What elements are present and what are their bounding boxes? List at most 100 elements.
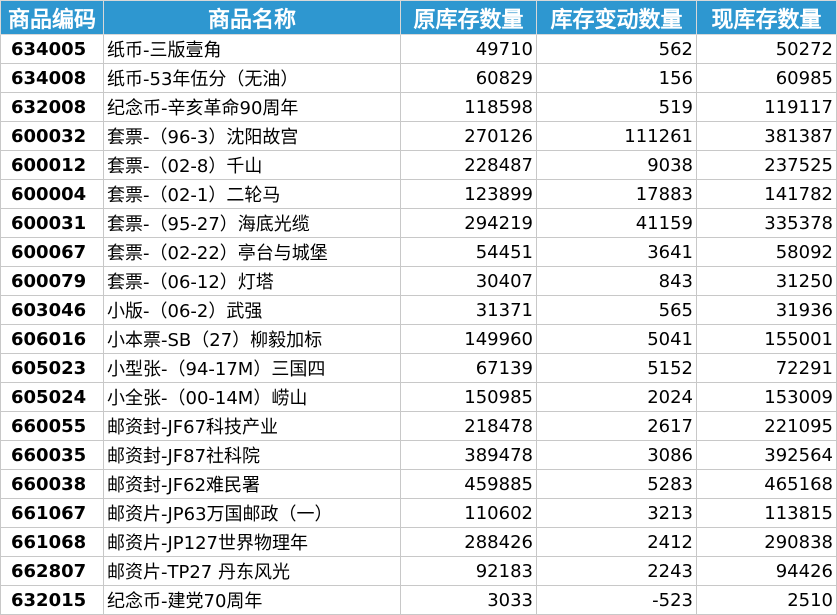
original-stock-cell[interactable]: 459885 (400, 469, 537, 499)
original-stock-cell[interactable]: 54451 (400, 237, 537, 267)
original-stock-cell[interactable]: 92183 (400, 556, 537, 586)
current-stock-cell[interactable]: 155001 (696, 324, 837, 354)
original-stock-cell[interactable]: 60829 (400, 63, 537, 93)
original-stock-cell[interactable]: 389478 (400, 440, 537, 470)
current-stock-cell[interactable]: 50272 (696, 34, 837, 64)
current-stock-cell[interactable]: 237525 (696, 150, 837, 180)
current-stock-cell[interactable]: 119117 (696, 92, 837, 122)
product-code-cell[interactable]: 603046 (0, 295, 104, 325)
current-stock-cell[interactable]: 60985 (696, 63, 837, 93)
current-stock-cell[interactable]: 94426 (696, 556, 837, 586)
product-name-cell[interactable]: 套票-（96-3）沈阳故宫 (103, 121, 401, 151)
current-stock-cell[interactable]: 221095 (696, 411, 837, 441)
product-code-cell[interactable]: 600079 (0, 266, 104, 296)
original-stock-cell[interactable]: 150985 (400, 382, 537, 412)
stock-change-cell[interactable]: 111261 (536, 121, 697, 151)
header-stock-change[interactable]: 库存变动数量 (536, 0, 697, 35)
stock-change-cell[interactable]: 519 (536, 92, 697, 122)
current-stock-cell[interactable]: 58092 (696, 237, 837, 267)
current-stock-cell[interactable]: 31936 (696, 295, 837, 325)
current-stock-cell[interactable]: 153009 (696, 382, 837, 412)
stock-change-cell[interactable]: 5152 (536, 353, 697, 383)
original-stock-cell[interactable]: 49710 (400, 34, 537, 64)
current-stock-cell[interactable]: 392564 (696, 440, 837, 470)
product-code-cell[interactable]: 605024 (0, 382, 104, 412)
stock-change-cell[interactable]: 843 (536, 266, 697, 296)
product-name-cell[interactable]: 纪念币-辛亥革命90周年 (103, 92, 401, 122)
original-stock-cell[interactable]: 288426 (400, 527, 537, 557)
product-name-cell[interactable]: 套票-（06-12）灯塔 (103, 266, 401, 296)
current-stock-cell[interactable]: 113815 (696, 498, 837, 528)
product-name-cell[interactable]: 套票-（02-22）亭台与城堡 (103, 237, 401, 267)
stock-change-cell[interactable]: 562 (536, 34, 697, 64)
header-current-stock[interactable]: 现库存数量 (696, 0, 837, 35)
original-stock-cell[interactable]: 118598 (400, 92, 537, 122)
product-code-cell[interactable]: 632015 (0, 585, 104, 615)
stock-change-cell[interactable]: 5283 (536, 469, 697, 499)
original-stock-cell[interactable]: 110602 (400, 498, 537, 528)
stock-change-cell[interactable]: -523 (536, 585, 697, 615)
product-code-cell[interactable]: 634008 (0, 63, 104, 93)
product-name-cell[interactable]: 邮资封-JF67科技产业 (103, 411, 401, 441)
product-code-cell[interactable]: 600031 (0, 208, 104, 238)
product-name-cell[interactable]: 邮资封-JF62难民署 (103, 469, 401, 499)
original-stock-cell[interactable]: 31371 (400, 295, 537, 325)
product-name-cell[interactable]: 邮资片-JP127世界物理年 (103, 527, 401, 557)
product-code-cell[interactable]: 606016 (0, 324, 104, 354)
product-code-cell[interactable]: 661067 (0, 498, 104, 528)
product-name-cell[interactable]: 小版-（06-2）武强 (103, 295, 401, 325)
stock-change-cell[interactable]: 3086 (536, 440, 697, 470)
product-name-cell[interactable]: 纪念币-建党70周年 (103, 585, 401, 615)
product-name-cell[interactable]: 套票-（02-1）二轮马 (103, 179, 401, 209)
original-stock-cell[interactable]: 218478 (400, 411, 537, 441)
current-stock-cell[interactable]: 2510 (696, 585, 837, 615)
stock-change-cell[interactable]: 156 (536, 63, 697, 93)
stock-change-cell[interactable]: 2617 (536, 411, 697, 441)
original-stock-cell[interactable]: 228487 (400, 150, 537, 180)
header-product-code[interactable]: 商品编码 (0, 0, 104, 35)
original-stock-cell[interactable]: 270126 (400, 121, 537, 151)
header-original-stock[interactable]: 原库存数量 (400, 0, 537, 35)
stock-change-cell[interactable]: 41159 (536, 208, 697, 238)
stock-change-cell[interactable]: 9038 (536, 150, 697, 180)
current-stock-cell[interactable]: 465168 (696, 469, 837, 499)
original-stock-cell[interactable]: 30407 (400, 266, 537, 296)
product-code-cell[interactable]: 662807 (0, 556, 104, 586)
product-code-cell[interactable]: 632008 (0, 92, 104, 122)
product-code-cell[interactable]: 600012 (0, 150, 104, 180)
product-code-cell[interactable]: 605023 (0, 353, 104, 383)
current-stock-cell[interactable]: 72291 (696, 353, 837, 383)
stock-change-cell[interactable]: 2024 (536, 382, 697, 412)
product-code-cell[interactable]: 660055 (0, 411, 104, 441)
product-name-cell[interactable]: 邮资片-TP27 丹东风光 (103, 556, 401, 586)
original-stock-cell[interactable]: 294219 (400, 208, 537, 238)
stock-change-cell[interactable]: 2412 (536, 527, 697, 557)
product-name-cell[interactable]: 小全张-（00-14M）崂山 (103, 382, 401, 412)
product-name-cell[interactable]: 邮资片-JP63万国邮政（一） (103, 498, 401, 528)
original-stock-cell[interactable]: 149960 (400, 324, 537, 354)
stock-change-cell[interactable]: 5041 (536, 324, 697, 354)
product-code-cell[interactable]: 600067 (0, 237, 104, 267)
stock-change-cell[interactable]: 2243 (536, 556, 697, 586)
stock-change-cell[interactable]: 565 (536, 295, 697, 325)
stock-change-cell[interactable]: 3213 (536, 498, 697, 528)
product-name-cell[interactable]: 纸币-三版壹角 (103, 34, 401, 64)
product-name-cell[interactable]: 小本票-SB（27）柳毅加标 (103, 324, 401, 354)
product-code-cell[interactable]: 600032 (0, 121, 104, 151)
product-name-cell[interactable]: 套票-（95-27）海底光缆 (103, 208, 401, 238)
product-code-cell[interactable]: 661068 (0, 527, 104, 557)
product-code-cell[interactable]: 634005 (0, 34, 104, 64)
current-stock-cell[interactable]: 31250 (696, 266, 837, 296)
product-code-cell[interactable]: 600004 (0, 179, 104, 209)
product-name-cell[interactable]: 邮资封-JF87社科院 (103, 440, 401, 470)
original-stock-cell[interactable]: 123899 (400, 179, 537, 209)
product-code-cell[interactable]: 660038 (0, 469, 104, 499)
current-stock-cell[interactable]: 141782 (696, 179, 837, 209)
product-name-cell[interactable]: 纸币-53年伍分（无油） (103, 63, 401, 93)
current-stock-cell[interactable]: 381387 (696, 121, 837, 151)
current-stock-cell[interactable]: 335378 (696, 208, 837, 238)
product-code-cell[interactable]: 660035 (0, 440, 104, 470)
stock-change-cell[interactable]: 17883 (536, 179, 697, 209)
original-stock-cell[interactable]: 3033 (400, 585, 537, 615)
product-name-cell[interactable]: 小型张-（94-17M）三国四 (103, 353, 401, 383)
